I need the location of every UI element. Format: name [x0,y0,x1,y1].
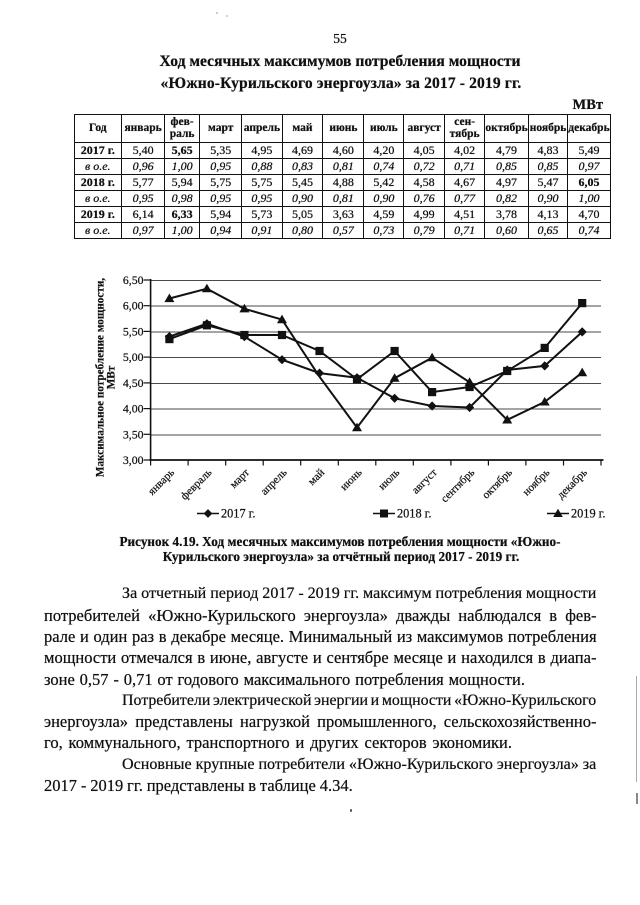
svg-text:февраль: февраль [179,467,215,503]
svg-text:6,00: 6,00 [123,299,144,313]
svg-text:2019 г.: 2019 г. [571,507,605,521]
svg-text:июль: июль [376,467,402,493]
svg-text:март: март [228,467,252,491]
svg-text:июнь: июнь [338,467,364,493]
svg-text:август: август [410,467,440,497]
svg-text:5,00: 5,00 [123,350,144,364]
svg-text:5,50: 5,50 [123,324,144,338]
svg-text:январь: январь [146,467,177,498]
svg-text:2017 г.: 2017 г. [221,507,255,521]
svg-text:декабрь: декабрь [555,467,590,502]
svg-text:МВт: МВт [106,365,118,389]
svg-text:6,50: 6,50 [123,273,144,287]
svg-text:2018 г.: 2018 г. [397,507,431,521]
svg-text:3,00: 3,00 [123,453,144,467]
svg-text:3,50: 3,50 [123,427,144,441]
svg-text:сентябрь: сентябрь [439,467,477,505]
svg-text:апрель: апрель [258,467,289,498]
svg-text:Максимальное потребление мощно: Максимальное потребление мощности, [95,278,107,477]
svg-text:май: май [306,467,327,488]
svg-text:4,00: 4,00 [123,402,144,416]
svg-text:ноябрь: ноябрь [521,467,553,499]
svg-text:октябрь: октябрь [480,467,515,502]
svg-text:4,50: 4,50 [123,376,144,390]
